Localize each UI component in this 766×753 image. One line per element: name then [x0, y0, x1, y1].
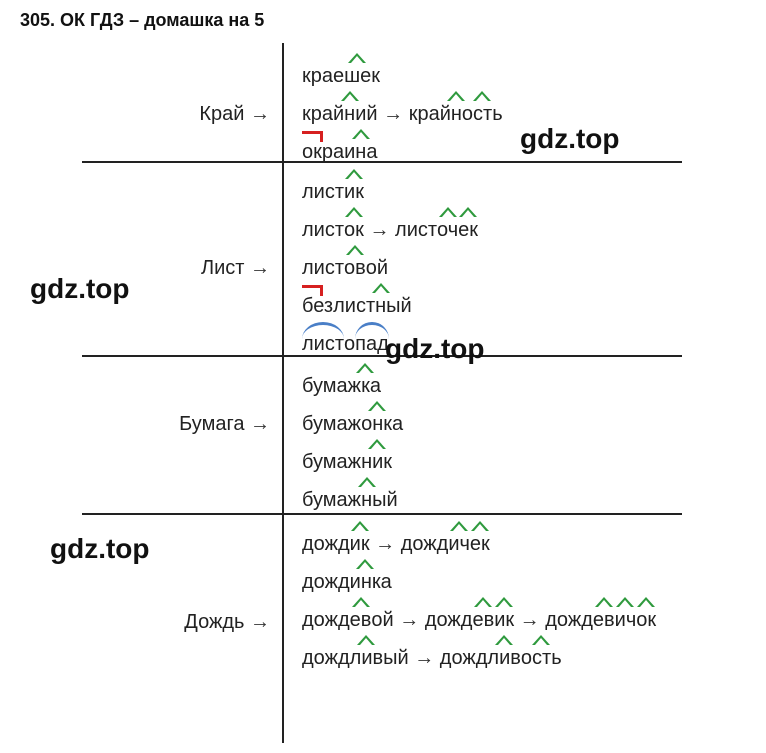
derived-word: дождливость [440, 647, 562, 669]
suffix-mark: ев [593, 609, 615, 632]
arrow-icon: → [250, 257, 270, 279]
arrow-icon: → [250, 611, 270, 633]
arrow-icon: → [378, 103, 409, 125]
suffix-mark: ик [494, 609, 514, 632]
derived-word: бумажный [302, 489, 398, 511]
suffix-mark: н [375, 295, 386, 318]
arrow-icon: → [364, 219, 395, 241]
derived-word: краешек [302, 65, 380, 87]
word-row: листок → листочек [302, 219, 478, 242]
derived-word: листовой [302, 257, 388, 279]
suffix-mark: ок [344, 219, 364, 242]
word-row: безлистный [302, 295, 412, 318]
suffix-mark: ость [521, 647, 562, 670]
word-row: бумажный [302, 489, 398, 512]
suffix-mark: ина [344, 141, 377, 164]
suffix-mark: ок [636, 609, 656, 632]
suffix-mark: ек [458, 219, 478, 242]
arrow-icon: → [514, 609, 545, 631]
suffix-mark: ов [344, 257, 366, 280]
word-row: листопад [302, 333, 389, 356]
suffix-mark: ич [448, 533, 470, 556]
derived-word: листопад [302, 333, 389, 355]
prefix-mark: без [302, 295, 333, 318]
root-word: Лист → [201, 257, 270, 280]
horizontal-divider [82, 161, 682, 163]
derived-word: дождичек [401, 533, 490, 555]
suffix-mark: к [361, 375, 370, 398]
word-row: бумажка [302, 375, 381, 398]
arrow-icon: → [370, 533, 401, 555]
page-title: 305. ОК ГДЗ – домашка на 5 [20, 10, 746, 31]
word-row: дождинка [302, 571, 392, 594]
word-row: листик [302, 181, 364, 204]
suffix-mark: н [344, 103, 355, 126]
watermark-text: gdz.top [30, 273, 130, 305]
suffix-mark: н [361, 489, 372, 512]
word-row: листовой [302, 257, 388, 280]
word-row: дождик → дождичек [302, 533, 490, 556]
derived-word: дождевичок [545, 609, 656, 631]
watermark-text: gdz.top [385, 333, 485, 365]
word-row: бумажонка [302, 413, 403, 436]
suffix-mark: лив [350, 647, 383, 670]
word-row: дождливый → дождливость [302, 647, 562, 670]
suffix-mark: ев [472, 609, 494, 632]
derived-word: бумажка [302, 375, 381, 397]
derived-word: дождевик [425, 609, 514, 631]
suffix-mark: ик [344, 181, 364, 204]
suffix-mark: ич [615, 609, 637, 632]
horizontal-divider [82, 513, 682, 515]
root-word: Бумага → [179, 413, 270, 436]
word-row: бумажник [302, 451, 392, 474]
suffix-mark: н [451, 103, 462, 126]
suffix-mark: инк [350, 571, 381, 594]
watermark-text: gdz.top [520, 123, 620, 155]
derived-word: листочек [395, 219, 478, 241]
arrow-icon: → [409, 647, 440, 669]
derived-word: дождинка [302, 571, 392, 593]
derived-word: крайний [302, 103, 378, 125]
root-word: Дождь → [184, 611, 270, 634]
derived-word: листик [302, 181, 364, 203]
derived-word: крайность [409, 103, 503, 125]
root-mark: лист [302, 333, 344, 356]
root-mark: пад [355, 333, 389, 356]
derived-word: окраина [302, 141, 377, 163]
derived-word: дождик [302, 533, 370, 555]
derived-word: дождливый [302, 647, 409, 669]
suffix-mark: ость [462, 103, 503, 126]
arrow-icon: → [394, 609, 425, 631]
word-row: крайний → крайность [302, 103, 503, 126]
suffix-mark: ик [350, 533, 370, 556]
derived-word: бумажник [302, 451, 392, 473]
suffix-mark: ешек [333, 65, 380, 88]
derived-word: бумажонка [302, 413, 403, 435]
derived-word: дождевой [302, 609, 394, 631]
suffix-mark: онк [361, 413, 392, 436]
vertical-divider [282, 43, 284, 743]
derived-word: листок [302, 219, 364, 241]
suffix-mark: ек [470, 533, 490, 556]
suffix-mark: ев [350, 609, 372, 632]
word-row: окраина [302, 141, 377, 164]
suffix-mark: лив [487, 647, 520, 670]
word-row: дождевой → дождевик → дождевичок [302, 609, 656, 632]
arrow-icon: → [250, 103, 270, 125]
root-word: Край → [199, 103, 270, 126]
prefix-mark: о [302, 141, 313, 164]
suffix-mark: оч [437, 219, 458, 242]
arrow-icon: → [250, 413, 270, 435]
watermark-text: gdz.top [50, 533, 150, 565]
derived-word: безлистный [302, 295, 412, 317]
suffix-mark: ник [361, 451, 392, 474]
morpheme-diagram: Край → краешек крайний → крайность окраина Л… [20, 43, 740, 743]
word-row: краешек [302, 65, 380, 88]
